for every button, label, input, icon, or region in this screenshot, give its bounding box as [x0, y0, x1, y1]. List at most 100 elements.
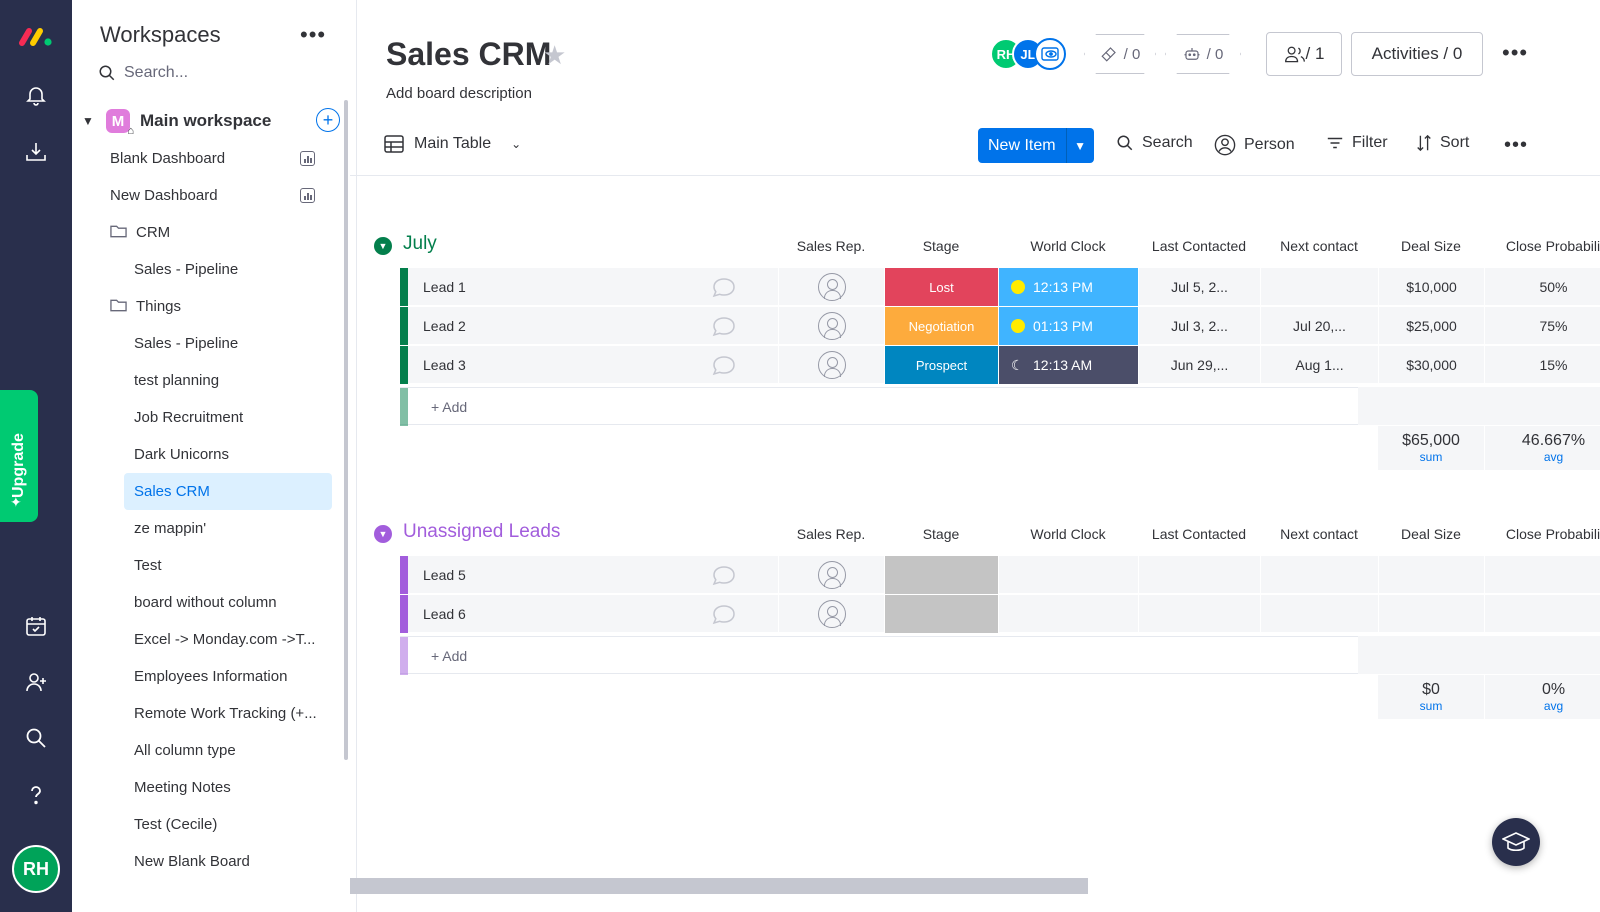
column-header[interactable]: Next contact [1280, 526, 1358, 542]
stage-cell[interactable] [884, 556, 998, 594]
sidebar-folder[interactable]: Things [72, 288, 352, 325]
upgrade-button[interactable]: Upgrade ✦ [0, 390, 38, 522]
sidebar-item-dashboard[interactable]: Blank Dashboard [72, 140, 352, 177]
last-contacted-cell[interactable] [1138, 556, 1260, 594]
column-header[interactable]: Last Contacted [1151, 238, 1247, 254]
close-probability-cell[interactable] [1484, 595, 1600, 633]
inbox-download-icon[interactable] [22, 138, 50, 166]
monday-logo-icon[interactable] [18, 24, 54, 48]
world-clock-cell[interactable]: 12:13 PM [998, 268, 1138, 306]
horizontal-scrollbar[interactable] [350, 878, 1088, 894]
sidebar-item-board[interactable]: Sales CRM [124, 473, 332, 510]
add-item-label[interactable]: + Add [431, 399, 468, 415]
sidebar-search[interactable]: Search... [98, 64, 188, 82]
world-clock-cell[interactable] [998, 595, 1138, 633]
column-header[interactable]: Stage [922, 238, 960, 254]
add-item-row[interactable]: + Add [400, 387, 1600, 426]
sales-rep-cell[interactable] [778, 268, 884, 306]
world-clock-cell[interactable]: ☾ 12:13 AM [998, 346, 1138, 384]
help-question-icon[interactable] [22, 781, 50, 809]
sidebar-item-board[interactable]: Remote Work Tracking (+... [72, 695, 352, 732]
calendar-check-icon[interactable] [22, 612, 50, 640]
sidebar-item-dashboard[interactable]: New Dashboard [72, 177, 352, 214]
integrations-button[interactable]: / 0 [1084, 34, 1156, 74]
column-header[interactable]: Close Probabili [1505, 526, 1600, 542]
add-board-icon[interactable]: + [316, 108, 340, 132]
last-contacted-cell[interactable]: Jul 5, 2... [1138, 268, 1260, 306]
deal-size-cell[interactable]: $30,000 [1378, 346, 1484, 384]
item-name[interactable]: Lead 1 [423, 279, 466, 295]
sidebar-item-board[interactable]: Dark Unicorns [72, 436, 352, 473]
group-collapse-icon[interactable]: ▼ [374, 237, 392, 255]
table-row[interactable]: Lead 6 [400, 595, 1600, 633]
next-contact-cell[interactable] [1260, 595, 1378, 633]
sales-rep-cell[interactable] [778, 556, 884, 594]
sidebar-item-board[interactable]: Test (Cecile) [72, 806, 352, 843]
stage-cell[interactable]: Lost [884, 268, 998, 306]
sidebar-item-board[interactable]: Sales - Pipeline [72, 251, 352, 288]
updates-bubble-icon[interactable] [710, 276, 738, 298]
group-title[interactable]: July [403, 233, 437, 254]
new-item-label[interactable]: New Item [978, 128, 1066, 163]
board-title[interactable]: Sales CRM [386, 36, 552, 72]
last-contacted-cell[interactable]: Jul 3, 2... [1138, 307, 1260, 345]
world-clock-cell[interactable]: 01:13 PM [998, 307, 1138, 345]
stage-cell[interactable] [884, 595, 998, 633]
sidebar-item-board[interactable]: ze mappin' [72, 510, 352, 547]
column-header[interactable]: Sales Rep. [796, 238, 866, 254]
world-clock-cell[interactable] [998, 556, 1138, 594]
column-header[interactable]: World Clock [1030, 238, 1106, 254]
toolbar-more-icon[interactable]: ••• [1504, 134, 1529, 156]
sidebar-item-board[interactable]: Sales - Pipeline [72, 325, 352, 362]
board-subscribers[interactable]: RH JL [990, 38, 1070, 70]
updates-bubble-icon[interactable] [710, 603, 738, 625]
automations-button[interactable]: / 0 [1165, 34, 1241, 74]
close-probability-cell[interactable] [1484, 556, 1600, 594]
user-avatar[interactable]: RH [12, 845, 60, 893]
invite-user-icon[interactable] [22, 668, 50, 696]
updates-bubble-icon[interactable] [710, 354, 738, 376]
sidebar-item-board[interactable]: Excel -> Monday.com ->T... [72, 621, 352, 658]
add-item-row[interactable]: + Add [400, 636, 1600, 675]
column-header[interactable]: Close Probabili [1505, 238, 1600, 254]
next-contact-cell[interactable] [1260, 556, 1378, 594]
bell-icon[interactable] [22, 81, 50, 109]
sales-rep-cell[interactable] [778, 595, 884, 633]
group-title[interactable]: Unassigned Leads [403, 521, 561, 542]
column-header[interactable]: Stage [922, 526, 960, 542]
view-selector[interactable]: Main Table ⌄ [384, 134, 521, 154]
deal-size-cell[interactable] [1378, 595, 1484, 633]
members-button[interactable]: / 1 [1266, 32, 1342, 76]
sales-rep-cell[interactable] [778, 346, 884, 384]
sidebar-item-board[interactable]: Employees Information [72, 658, 352, 695]
sidebar-item-board[interactable]: All column type [72, 732, 352, 769]
updates-bubble-icon[interactable] [710, 564, 738, 586]
sidebar-scrollbar[interactable] [344, 100, 348, 760]
next-contact-cell[interactable]: Aug 1... [1260, 346, 1378, 384]
item-name[interactable]: Lead 6 [423, 606, 466, 622]
new-item-button[interactable]: New Item ▼ [978, 128, 1094, 163]
sidebar-folder[interactable]: CRM [72, 214, 352, 251]
sidebar-item-board[interactable]: Meeting Notes [72, 769, 352, 806]
table-row[interactable]: Lead 5 [400, 556, 1600, 594]
updates-bubble-icon[interactable] [710, 315, 738, 337]
column-header[interactable]: Last Contacted [1151, 526, 1247, 542]
activities-button[interactable]: Activities / 0 [1351, 32, 1483, 76]
column-header[interactable]: Deal Size [1401, 526, 1461, 542]
close-probability-cell[interactable]: 15% [1484, 346, 1600, 384]
last-contacted-cell[interactable] [1138, 595, 1260, 633]
favorite-star-icon[interactable]: ★ [543, 40, 567, 70]
table-row[interactable]: Lead 2 Negotiation 01:13 PM Jul 3, 2... Jul … [400, 307, 1600, 345]
deal-size-cell[interactable] [1378, 556, 1484, 594]
next-contact-cell[interactable] [1260, 268, 1378, 306]
close-probability-cell[interactable]: 75% [1484, 307, 1600, 345]
table-row[interactable]: Lead 1 Lost 12:13 PM Jul 5, 2... $10,000 50% [400, 268, 1600, 306]
stage-cell[interactable]: Prospect [884, 346, 998, 384]
column-header[interactable]: Next contact [1280, 238, 1358, 254]
item-name[interactable]: Lead 2 [423, 318, 466, 334]
search-icon[interactable] [22, 724, 50, 752]
chevron-down-icon[interactable]: ⌄ [511, 137, 522, 151]
board-description[interactable]: Add board description [386, 85, 532, 102]
column-header[interactable]: World Clock [1030, 526, 1106, 542]
column-header[interactable]: Sales Rep. [796, 526, 866, 542]
